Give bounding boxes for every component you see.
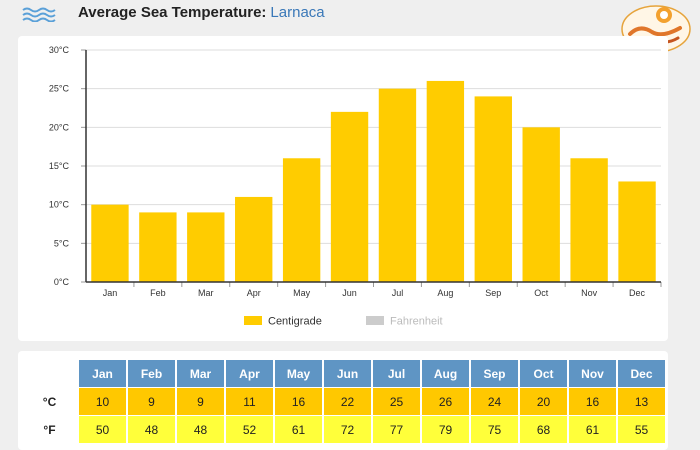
page-title-text: Average Sea Temperature: [78, 4, 267, 21]
y-tick-label: 10°C [49, 200, 70, 210]
month-header-row: Jan Feb Mar Apr May Jun Jul Aug Sep Oct Nov Dec [22, 360, 665, 387]
month-header-sep: Sep [471, 360, 518, 387]
fahrenheit-row: °F 50 48 48 52 61 72 77 79 75 68 61 55 [22, 416, 665, 443]
month-header-jan: Jan [79, 360, 126, 387]
x-tick-label: Jul [392, 288, 404, 298]
fahrenheit-cell-jul: 77 [373, 416, 420, 443]
y-tick-label: 5°C [54, 238, 70, 248]
celsius-cell-apr: 11 [226, 388, 273, 415]
month-header-dec: Dec [618, 360, 665, 387]
fahrenheit-row-label: °F [22, 416, 77, 443]
celsius-cell-jul: 25 [373, 388, 420, 415]
x-tick-label: Oct [534, 288, 549, 298]
celsius-row-label: °C [22, 388, 77, 415]
location-link[interactable]: Larnaca [270, 4, 325, 21]
x-tick-label: May [293, 288, 311, 298]
fahrenheit-cell-mar: 48 [177, 416, 224, 443]
month-header-mar: Mar [177, 360, 224, 387]
y-tick-label: 20°C [49, 122, 70, 132]
y-tick-label: 15°C [49, 161, 70, 171]
fahrenheit-cell-jun: 72 [324, 416, 371, 443]
bar-oct [522, 127, 560, 282]
celsius-cell-jan: 10 [79, 388, 126, 415]
celsius-cell-aug: 26 [422, 388, 469, 415]
legend-label-fahrenheit[interactable]: Fahrenheit [390, 316, 443, 328]
bar-dec [618, 181, 656, 282]
y-tick-label: 25°C [49, 84, 70, 94]
celsius-cell-jun: 22 [324, 388, 371, 415]
y-tick-label: 0°C [54, 277, 70, 287]
month-header-feb: Feb [128, 360, 175, 387]
fahrenheit-cell-oct: 68 [520, 416, 567, 443]
celsius-cell-may: 16 [275, 388, 322, 415]
legend-label-centigrade[interactable]: Centigrade [268, 316, 322, 328]
celsius-cell-nov: 16 [569, 388, 616, 415]
bar-mar [187, 212, 225, 282]
fahrenheit-cell-feb: 48 [128, 416, 175, 443]
celsius-cell-feb: 9 [128, 388, 175, 415]
fahrenheit-cell-dec: 55 [618, 416, 665, 443]
sea-waves-icon [22, 7, 56, 22]
bar-jan [91, 204, 129, 282]
bar-sep [474, 96, 512, 283]
month-header-jun: Jun [324, 360, 371, 387]
temperature-table: Jan Feb Mar Apr May Jun Jul Aug Sep Oct Nov Dec °C … [20, 359, 667, 444]
page-title: Average Sea Temperature: Larnaca [78, 4, 325, 21]
fahrenheit-cell-may: 61 [275, 416, 322, 443]
bar-apr [235, 196, 273, 282]
temperature-table-card: Jan Feb Mar Apr May Jun Jul Aug Sep Oct Nov Dec °C … [18, 351, 668, 450]
bar-may [282, 158, 321, 282]
celsius-cell-mar: 9 [177, 388, 224, 415]
month-header-may: May [275, 360, 322, 387]
x-tick-label: Aug [437, 288, 453, 298]
month-header-jul: Jul [373, 360, 420, 387]
y-tick-label: 30°C [49, 45, 70, 55]
bar-jul [378, 88, 417, 282]
celsius-cell-sep: 24 [471, 388, 518, 415]
bar-nov [570, 158, 608, 282]
legend-swatch-centigrade[interactable] [244, 316, 262, 325]
chart-card: 0°C 5°C 10°C 15°C 20°C 25°C 30°C Jan Feb Mar Apr Ma… [18, 36, 668, 341]
x-tick-label: Feb [150, 288, 166, 298]
month-header-aug: Aug [422, 360, 469, 387]
x-tick-label: Nov [581, 288, 598, 298]
fahrenheit-cell-nov: 61 [569, 416, 616, 443]
month-header-nov: Nov [569, 360, 616, 387]
fahrenheit-cell-aug: 79 [422, 416, 469, 443]
celsius-row: °C 10 9 9 11 16 22 25 26 24 20 16 13 [22, 388, 665, 415]
fahrenheit-cell-sep: 75 [471, 416, 518, 443]
sea-temperature-bar-chart: 0°C 5°C 10°C 15°C 20°C 25°C 30°C Jan Feb Mar Apr Ma… [49, 45, 662, 328]
month-header-apr: Apr [226, 360, 273, 387]
header: Average Sea Temperature: Larnaca [0, 0, 700, 28]
x-tick-label: Apr [247, 288, 261, 298]
x-tick-label: Dec [629, 288, 646, 298]
fahrenheit-cell-apr: 52 [226, 416, 273, 443]
header-corner [22, 360, 77, 387]
celsius-cell-dec: 13 [618, 388, 665, 415]
month-header-oct: Oct [520, 360, 567, 387]
celsius-cell-oct: 20 [520, 388, 567, 415]
legend-swatch-fahrenheit[interactable] [366, 316, 384, 325]
x-tick-label: Sep [485, 288, 501, 298]
x-tick-label: Jan [103, 288, 118, 298]
x-tick-label: Jun [342, 288, 357, 298]
bar-aug [426, 80, 465, 282]
x-tick-label: Mar [198, 288, 214, 298]
bar-feb [139, 212, 177, 282]
fahrenheit-cell-jan: 50 [79, 416, 126, 443]
bar-jun [330, 111, 369, 282]
